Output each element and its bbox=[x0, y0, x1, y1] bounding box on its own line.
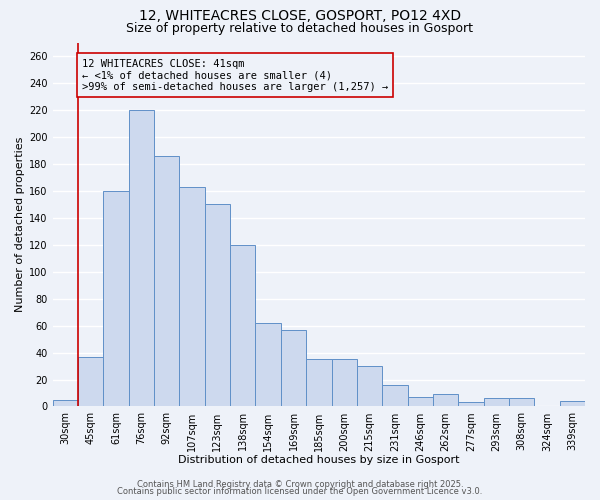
Bar bbox=[433, 394, 458, 406]
Text: Contains public sector information licensed under the Open Government Licence v3: Contains public sector information licen… bbox=[118, 487, 482, 496]
Bar bbox=[129, 110, 154, 406]
X-axis label: Distribution of detached houses by size in Gosport: Distribution of detached houses by size … bbox=[178, 455, 460, 465]
Text: Size of property relative to detached houses in Gosport: Size of property relative to detached ho… bbox=[127, 22, 473, 35]
Bar bbox=[154, 156, 179, 406]
Bar bbox=[509, 398, 535, 406]
Bar bbox=[103, 191, 129, 406]
Bar bbox=[560, 401, 585, 406]
Bar bbox=[357, 366, 382, 406]
Bar bbox=[484, 398, 509, 406]
Bar bbox=[407, 397, 433, 406]
Text: 12 WHITEACRES CLOSE: 41sqm
← <1% of detached houses are smaller (4)
>99% of semi: 12 WHITEACRES CLOSE: 41sqm ← <1% of deta… bbox=[82, 58, 388, 92]
Bar bbox=[205, 204, 230, 406]
Bar bbox=[53, 400, 78, 406]
Bar bbox=[230, 244, 256, 406]
Bar bbox=[458, 402, 484, 406]
Bar bbox=[78, 356, 103, 406]
Text: Contains HM Land Registry data © Crown copyright and database right 2025.: Contains HM Land Registry data © Crown c… bbox=[137, 480, 463, 489]
Bar bbox=[382, 385, 407, 406]
Bar bbox=[256, 323, 281, 406]
Y-axis label: Number of detached properties: Number of detached properties bbox=[15, 137, 25, 312]
Text: 12, WHITEACRES CLOSE, GOSPORT, PO12 4XD: 12, WHITEACRES CLOSE, GOSPORT, PO12 4XD bbox=[139, 9, 461, 23]
Bar bbox=[179, 186, 205, 406]
Bar bbox=[281, 330, 306, 406]
Bar bbox=[306, 360, 332, 406]
Bar bbox=[332, 360, 357, 406]
